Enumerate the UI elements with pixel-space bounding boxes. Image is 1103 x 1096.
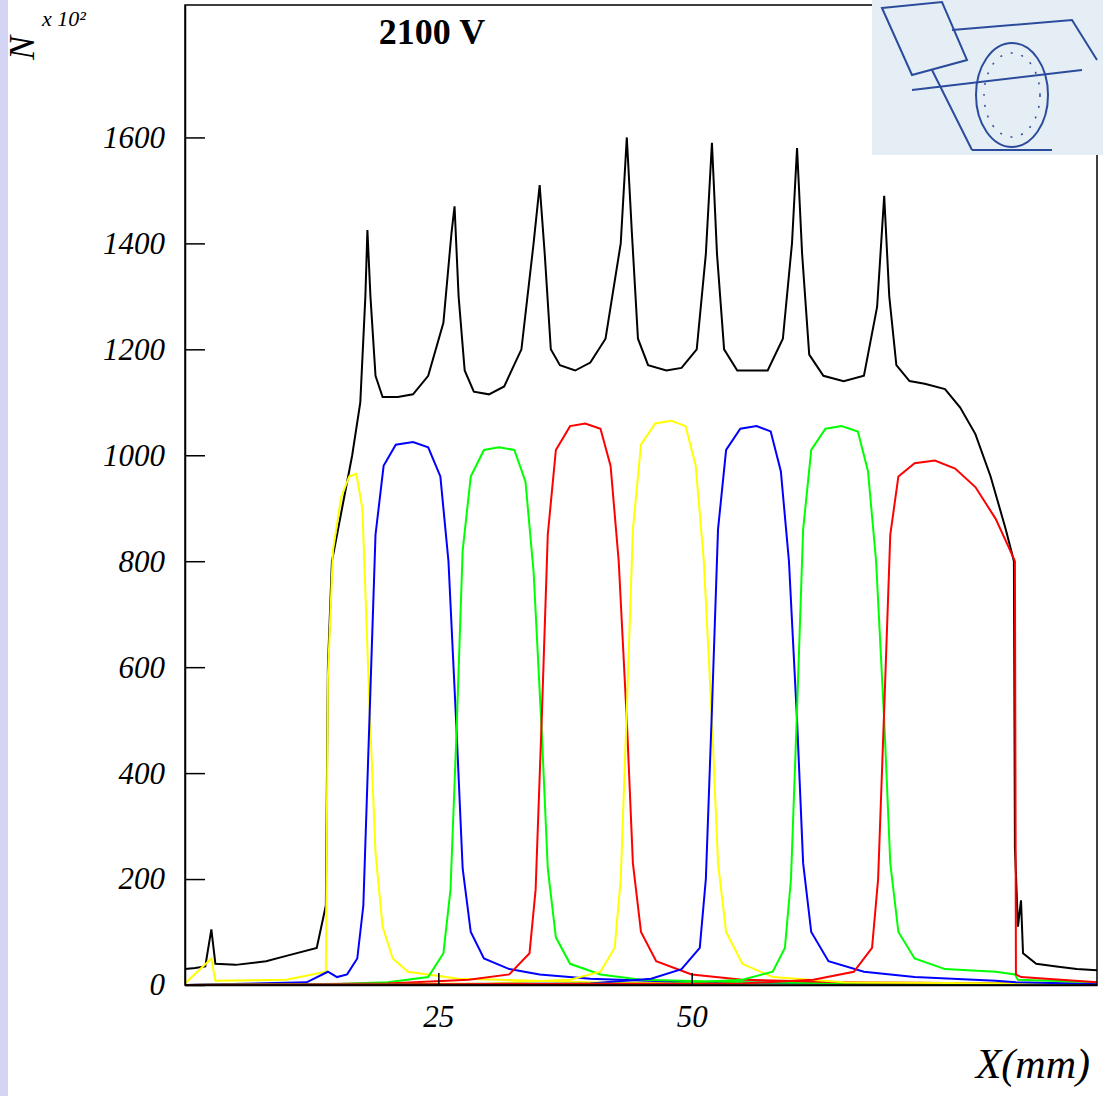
y-tick: 600 [119, 650, 206, 685]
y-tick-label: 1400 [103, 226, 166, 261]
y-tick-mark [185, 455, 205, 457]
y-tick-label: 1200 [103, 332, 166, 367]
plot-area [185, 137, 1097, 985]
y-tick-mark [185, 879, 205, 881]
series-line [185, 447, 1097, 985]
inset-sketch [976, 43, 1048, 147]
x-tick: 25 [423, 973, 454, 1034]
series-line [185, 426, 1097, 985]
inset-ground [872, 0, 1103, 155]
y-tick-mark [185, 349, 205, 351]
series-line [185, 421, 1097, 985]
x-axis-line [186, 985, 1098, 987]
series-line [185, 426, 1097, 985]
chart-title: 2100 V [379, 12, 485, 52]
inset-photo [872, 0, 1103, 155]
series-line [185, 423, 1097, 985]
x-tick: 50 [677, 973, 709, 1034]
x-tick-label: 25 [423, 999, 454, 1034]
y-tick: 1000 [103, 438, 205, 473]
y-tick: 800 [119, 544, 206, 579]
x-axis: 25 50 [186, 973, 1098, 1034]
y-tick-label: 0 [150, 967, 166, 1002]
y-tick: 200 [119, 861, 206, 896]
x-tick-mark [691, 973, 693, 985]
y-tick: 1400 [103, 226, 205, 261]
annotation: x 10² [41, 6, 86, 31]
inset-sketch [882, 2, 967, 75]
y-tick-label: 600 [119, 650, 166, 685]
y-tick-mark [185, 243, 205, 245]
y-tick-mark [185, 137, 205, 139]
y-axis-line [185, 6, 187, 986]
y-axis-title: N [2, 34, 42, 61]
x-tick-mark [438, 973, 440, 985]
y-tick: 1200 [103, 332, 205, 367]
y-tick: 1600 [103, 120, 205, 155]
y-axis: 0 200 400 600 800 1000 1200 1400 1600 [103, 6, 205, 1003]
series-line [185, 461, 1097, 985]
y-tick-mark [185, 667, 205, 669]
y-tick-label: 1600 [103, 120, 166, 155]
y-tick-label: 1000 [103, 438, 166, 473]
series-line [185, 137, 1097, 970]
y-tick-label: 200 [119, 861, 166, 896]
y-tick-label: 400 [119, 756, 166, 791]
y-tick-label: 800 [119, 544, 166, 579]
series-line [185, 442, 1097, 985]
background [8, 0, 1103, 1096]
x-axis-title: X(mm) [974, 1041, 1090, 1088]
chart: 0 200 400 600 800 1000 1200 1400 1600 25 50 2100 V N… [0, 0, 1103, 1096]
x-tick-label: 50 [677, 999, 709, 1034]
y-tick-mark [185, 561, 205, 563]
series-line [185, 474, 1097, 984]
y-tick: 400 [119, 756, 206, 791]
inset-sketch [984, 53, 1040, 137]
y-tick-mark [185, 773, 205, 775]
inset-sketch [912, 20, 1097, 150]
